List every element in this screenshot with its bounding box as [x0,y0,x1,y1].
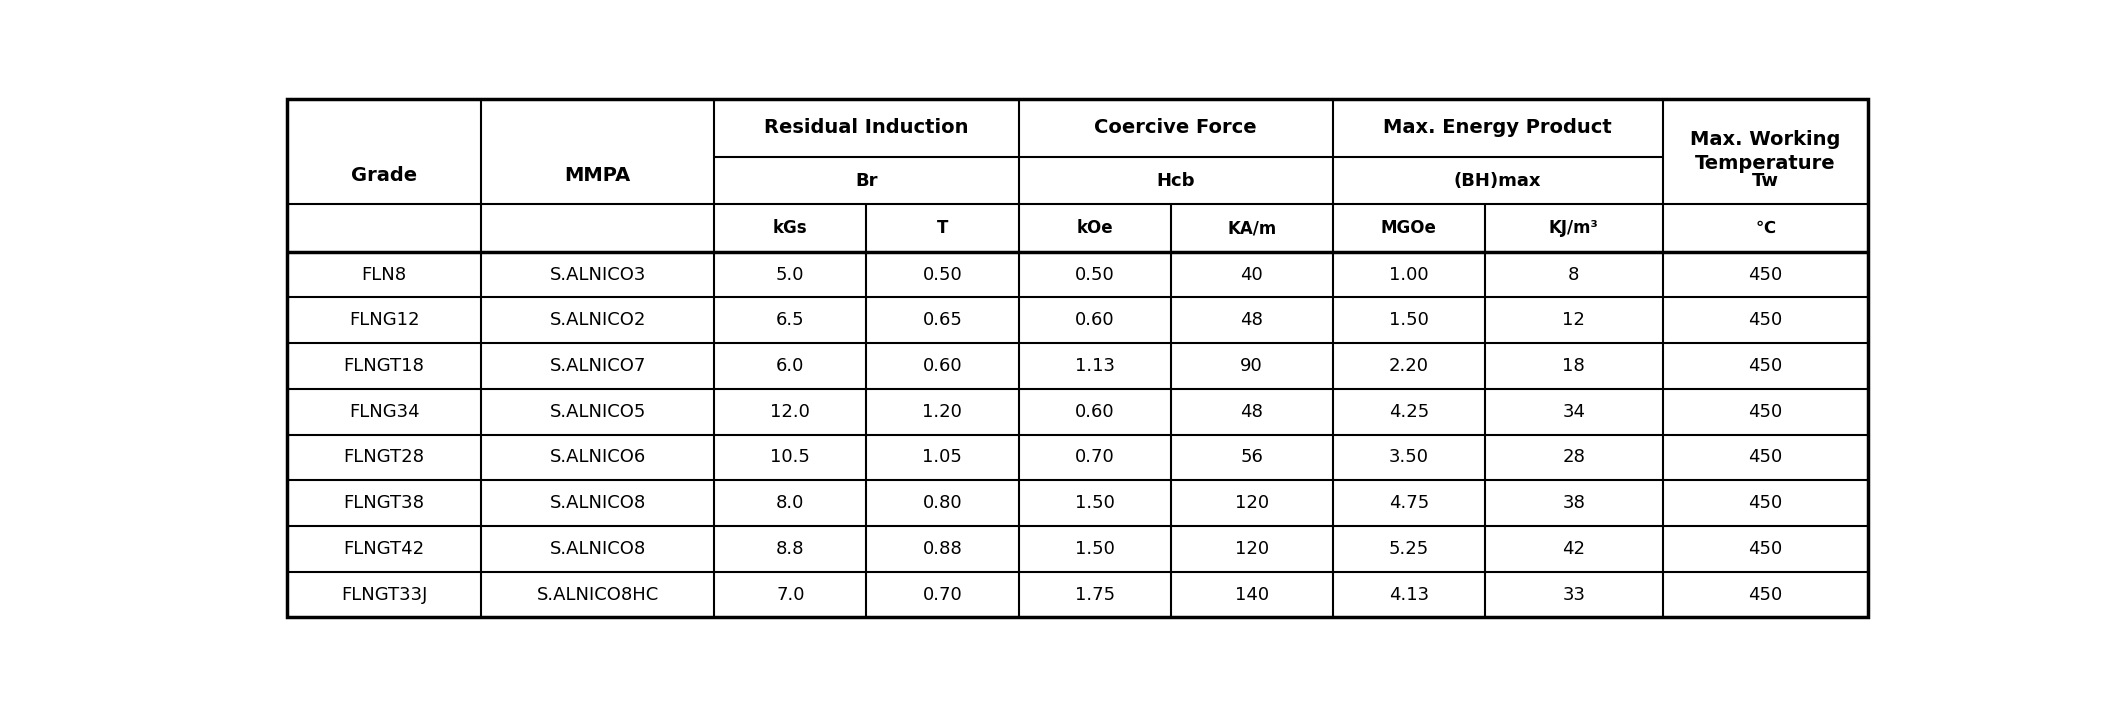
Text: FLNG34: FLNG34 [349,403,418,420]
Text: 450: 450 [1748,311,1783,329]
Text: KA/m: KA/m [1226,219,1277,237]
Text: 0.70: 0.70 [1075,448,1115,467]
Text: T: T [936,219,948,237]
Text: 2.20: 2.20 [1388,357,1428,375]
Text: 18: 18 [1563,357,1586,375]
Text: 5.25: 5.25 [1388,540,1428,558]
Text: 1.00: 1.00 [1388,266,1428,284]
Text: MGOe: MGOe [1382,219,1436,237]
Text: 0.60: 0.60 [1075,403,1115,420]
Text: FLNGT33J: FLNGT33J [341,586,427,603]
Text: 4.75: 4.75 [1388,494,1428,512]
Text: 33: 33 [1563,586,1586,603]
Text: 1.20: 1.20 [923,403,963,420]
Text: Tw: Tw [1752,172,1779,189]
Text: 12: 12 [1563,311,1586,329]
Text: 48: 48 [1241,403,1264,420]
Text: (BH)max: (BH)max [1453,172,1541,189]
Text: 1.13: 1.13 [1075,357,1115,375]
Text: S.ALNICO2: S.ALNICO2 [549,311,646,329]
Text: 120: 120 [1234,540,1268,558]
Text: Hcb: Hcb [1157,172,1195,189]
Text: 3.50: 3.50 [1388,448,1428,467]
Text: 1.75: 1.75 [1075,586,1115,603]
Text: 8.0: 8.0 [776,494,805,512]
Text: 34: 34 [1563,403,1586,420]
Text: 0.60: 0.60 [923,357,963,375]
Text: 4.13: 4.13 [1388,586,1428,603]
Text: 120: 120 [1234,494,1268,512]
Text: Max. Working
Temperature: Max. Working Temperature [1691,130,1840,173]
Text: Coercive Force: Coercive Force [1094,118,1258,138]
Text: FLNG12: FLNG12 [349,311,418,329]
Text: kOe: kOe [1077,219,1112,237]
Text: 0.50: 0.50 [923,266,963,284]
Text: FLN8: FLN8 [362,266,406,284]
Text: 1.05: 1.05 [923,448,963,467]
Text: S.ALNICO8HC: S.ALNICO8HC [536,586,658,603]
Text: 0.60: 0.60 [1075,311,1115,329]
Text: S.ALNICO8: S.ALNICO8 [549,494,646,512]
Text: 0.50: 0.50 [1075,266,1115,284]
Text: 0.70: 0.70 [923,586,963,603]
Text: 10.5: 10.5 [770,448,810,467]
Text: Grade: Grade [351,166,416,185]
Text: 450: 450 [1748,448,1783,467]
Text: 450: 450 [1748,266,1783,284]
Text: 1.50: 1.50 [1075,494,1115,512]
Text: 4.25: 4.25 [1388,403,1428,420]
Text: 8: 8 [1569,266,1579,284]
Text: 450: 450 [1748,494,1783,512]
Text: 28: 28 [1563,448,1586,467]
Text: 6.5: 6.5 [776,311,805,329]
Text: 38: 38 [1563,494,1586,512]
Text: Max. Energy Product: Max. Energy Product [1384,118,1613,138]
Text: FLNGT42: FLNGT42 [343,540,425,558]
Text: 0.80: 0.80 [923,494,963,512]
Text: FLNGT28: FLNGT28 [343,448,425,467]
Text: 5.0: 5.0 [776,266,805,284]
Text: 450: 450 [1748,357,1783,375]
Text: S.ALNICO7: S.ALNICO7 [549,357,646,375]
Text: S.ALNICO8: S.ALNICO8 [549,540,646,558]
Text: 12.0: 12.0 [770,403,810,420]
Text: 7.0: 7.0 [776,586,805,603]
Text: 140: 140 [1234,586,1268,603]
Text: Residual Induction: Residual Induction [763,118,969,138]
Text: 56: 56 [1241,448,1264,467]
Text: 6.0: 6.0 [776,357,805,375]
Text: FLNGT38: FLNGT38 [343,494,425,512]
Text: 48: 48 [1241,311,1264,329]
Text: 40: 40 [1241,266,1264,284]
Text: S.ALNICO3: S.ALNICO3 [549,266,646,284]
Text: 0.88: 0.88 [923,540,963,558]
Text: 450: 450 [1748,586,1783,603]
Text: kGs: kGs [774,219,808,237]
Text: MMPA: MMPA [564,166,631,185]
Text: S.ALNICO5: S.ALNICO5 [549,403,646,420]
Text: 8.8: 8.8 [776,540,805,558]
Text: 450: 450 [1748,403,1783,420]
Text: FLNGT18: FLNGT18 [343,357,425,375]
Text: S.ALNICO6: S.ALNICO6 [549,448,646,467]
Text: 0.65: 0.65 [923,311,963,329]
Text: 1.50: 1.50 [1388,311,1428,329]
Text: ℃: ℃ [1756,219,1775,237]
Text: KJ/m³: KJ/m³ [1550,219,1598,237]
Text: 450: 450 [1748,540,1783,558]
Text: Br: Br [856,172,877,189]
Text: 1.50: 1.50 [1075,540,1115,558]
Text: 42: 42 [1563,540,1586,558]
Text: 90: 90 [1241,357,1264,375]
